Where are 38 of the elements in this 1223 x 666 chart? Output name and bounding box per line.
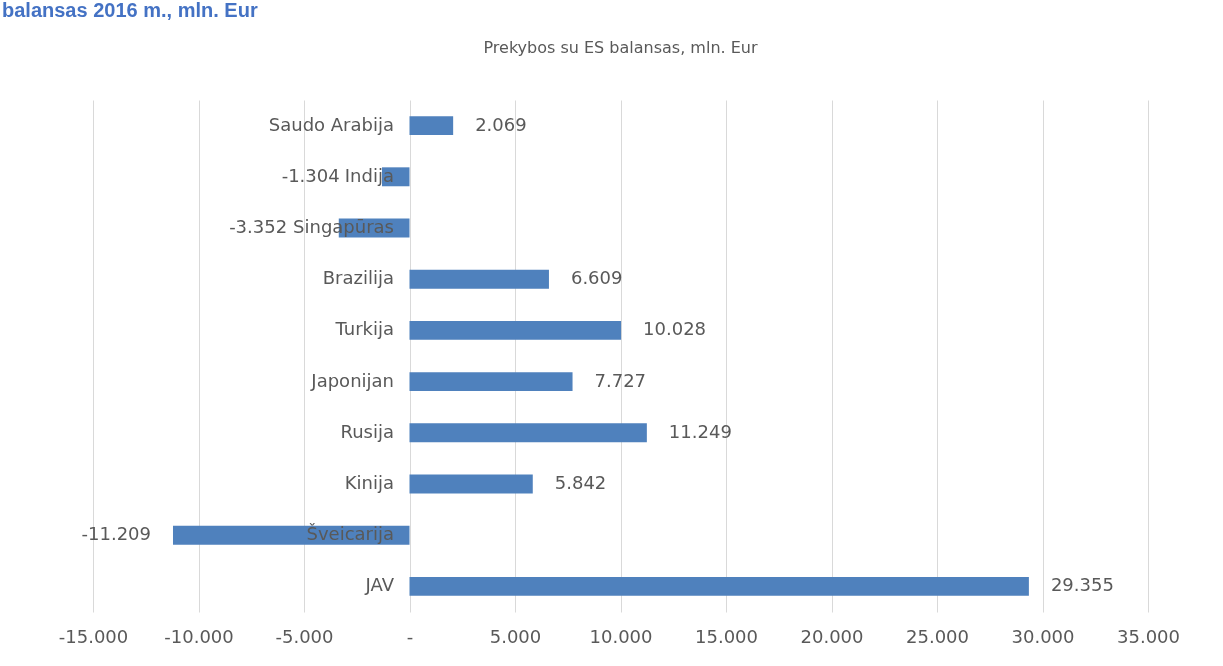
x-tick-label: 35.000 [1117, 625, 1180, 647]
x-tick-label: -10.000 [164, 625, 234, 647]
y-tick-label: Japonijan [310, 369, 394, 391]
data-label: 5.842 [554, 472, 607, 493]
text: balansas 2016 m., mln. Eur [2, 0, 258, 21]
x-tick-label: -5.000 [275, 625, 334, 647]
y-tick-label: Kinija [344, 472, 394, 493]
x-tick-label: 25.000 [906, 625, 969, 647]
bar [409, 269, 549, 289]
bar [409, 372, 573, 392]
chart-title: Prekybos su ES balansas, mln. Eur [483, 38, 758, 57]
x-tick-label: 30.000 [1011, 625, 1075, 647]
x-tick-label: -15.000 [58, 625, 129, 647]
bar [409, 474, 533, 494]
data-label: -1.304 [281, 164, 340, 186]
data-label: 10.028 [643, 318, 707, 340]
y-tick-label: JAV [364, 574, 395, 596]
data-label: 7.727 [594, 369, 647, 391]
bar [409, 116, 454, 136]
data-label: 29.355 [1050, 574, 1114, 596]
data-label: -3.352 [229, 216, 288, 237]
data-label: 6.609 [570, 267, 623, 289]
x-tick-label: - [406, 625, 414, 647]
y-tick-label: Rusija [340, 420, 394, 442]
data-label: 2.069 [475, 113, 527, 135]
y-tick-label: Turkija [334, 318, 394, 340]
y-tick-label: Brazilija [322, 267, 394, 289]
y-tick-label: Saudo Arabija [268, 113, 394, 135]
x-tick-label: 5.000 [489, 625, 542, 647]
data-label: 11.249 [668, 420, 732, 442]
x-tick-label: 20.000 [800, 625, 864, 647]
x-tick-label: 10.000 [589, 625, 653, 647]
bar [409, 320, 622, 340]
bar [409, 576, 1029, 596]
data-label: -11.209 [81, 523, 151, 545]
bar [409, 423, 647, 443]
x-tick-label: 15.000 [695, 625, 758, 647]
y-tick-label: Šveicarija [306, 523, 394, 545]
